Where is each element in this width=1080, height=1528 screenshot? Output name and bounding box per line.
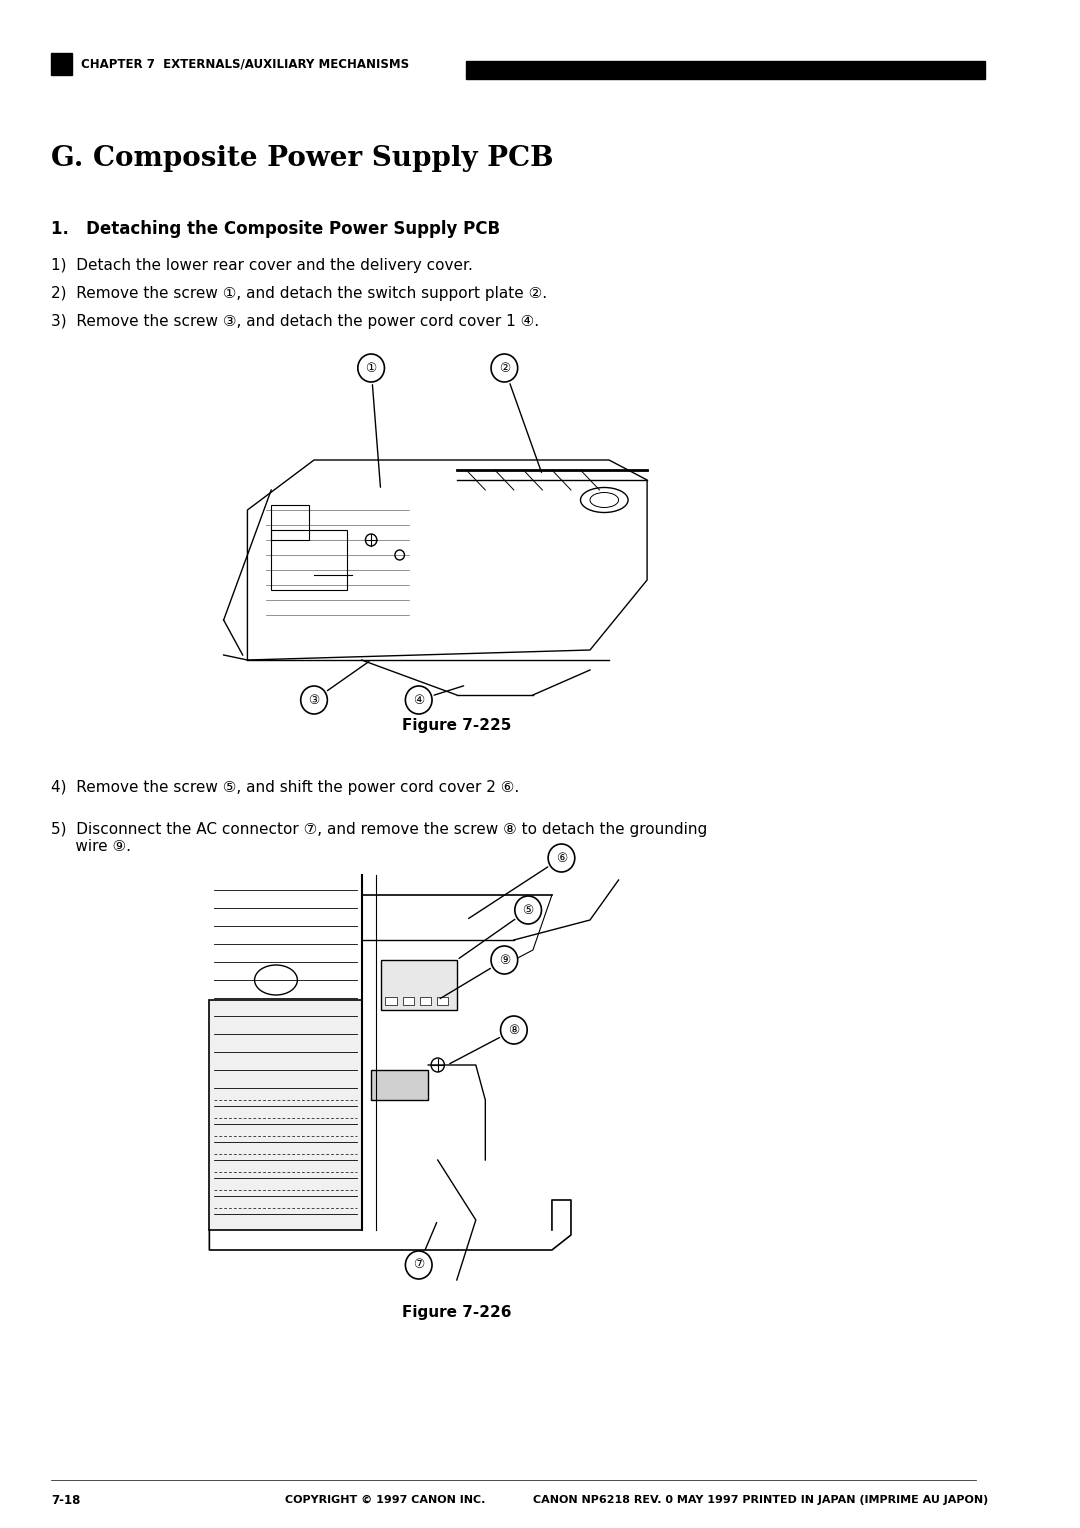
Text: ②: ② xyxy=(499,362,510,374)
Text: Figure 7-226: Figure 7-226 xyxy=(402,1305,512,1320)
Text: 5)  Disconnect the AC connector ⑦, and remove the screw ⑧ to detach the groundin: 5) Disconnect the AC connector ⑦, and re… xyxy=(52,822,707,854)
Text: ①: ① xyxy=(365,362,377,374)
Text: 1)  Detach the lower rear cover and the delivery cover.: 1) Detach the lower rear cover and the d… xyxy=(52,258,473,274)
Text: CANON NP6218 REV. 0 MAY 1997 PRINTED IN JAPAN (IMPRIME AU JAPON): CANON NP6218 REV. 0 MAY 1997 PRINTED IN … xyxy=(532,1494,988,1505)
Ellipse shape xyxy=(255,966,297,995)
Text: 4)  Remove the screw ⑤, and shift the power cord cover 2 ⑥.: 4) Remove the screw ⑤, and shift the pow… xyxy=(52,779,519,795)
Text: ⑦: ⑦ xyxy=(413,1259,424,1271)
Text: ⑤: ⑤ xyxy=(523,903,534,917)
Bar xyxy=(210,999,362,1230)
Text: ⑧: ⑧ xyxy=(509,1024,519,1036)
Text: Figure 7-225: Figure 7-225 xyxy=(402,718,512,733)
Text: 7-18: 7-18 xyxy=(52,1493,81,1507)
Bar xyxy=(436,996,448,1005)
Bar xyxy=(52,53,72,75)
Circle shape xyxy=(405,1251,432,1279)
Bar xyxy=(386,996,396,1005)
Bar xyxy=(380,960,457,1010)
Bar xyxy=(271,504,309,539)
Circle shape xyxy=(491,354,517,382)
Circle shape xyxy=(300,686,327,714)
Bar xyxy=(372,1070,429,1100)
Circle shape xyxy=(500,1016,527,1044)
Circle shape xyxy=(515,895,541,924)
Text: ⑥: ⑥ xyxy=(556,851,567,865)
Text: 1.   Detaching the Composite Power Supply PCB: 1. Detaching the Composite Power Supply … xyxy=(52,220,500,238)
Circle shape xyxy=(357,354,384,382)
Text: ⑨: ⑨ xyxy=(499,953,510,967)
Text: COPYRIGHT © 1997 CANON INC.: COPYRIGHT © 1997 CANON INC. xyxy=(285,1494,486,1505)
Text: ④: ④ xyxy=(413,694,424,706)
Text: 2)  Remove the screw ①, and detach the switch support plate ②.: 2) Remove the screw ①, and detach the sw… xyxy=(52,286,548,301)
Bar xyxy=(271,530,348,590)
Bar xyxy=(420,996,431,1005)
Bar xyxy=(403,996,414,1005)
Text: 3)  Remove the screw ③, and detach the power cord cover 1 ④.: 3) Remove the screw ③, and detach the po… xyxy=(52,313,540,329)
Text: ③: ③ xyxy=(309,694,320,706)
Text: G. Composite Power Supply PCB: G. Composite Power Supply PCB xyxy=(52,145,554,173)
Circle shape xyxy=(405,686,432,714)
Circle shape xyxy=(491,946,517,973)
Bar xyxy=(467,61,985,79)
Text: CHAPTER 7  EXTERNALS/AUXILIARY MECHANISMS: CHAPTER 7 EXTERNALS/AUXILIARY MECHANISMS xyxy=(81,58,409,70)
Circle shape xyxy=(549,843,575,872)
